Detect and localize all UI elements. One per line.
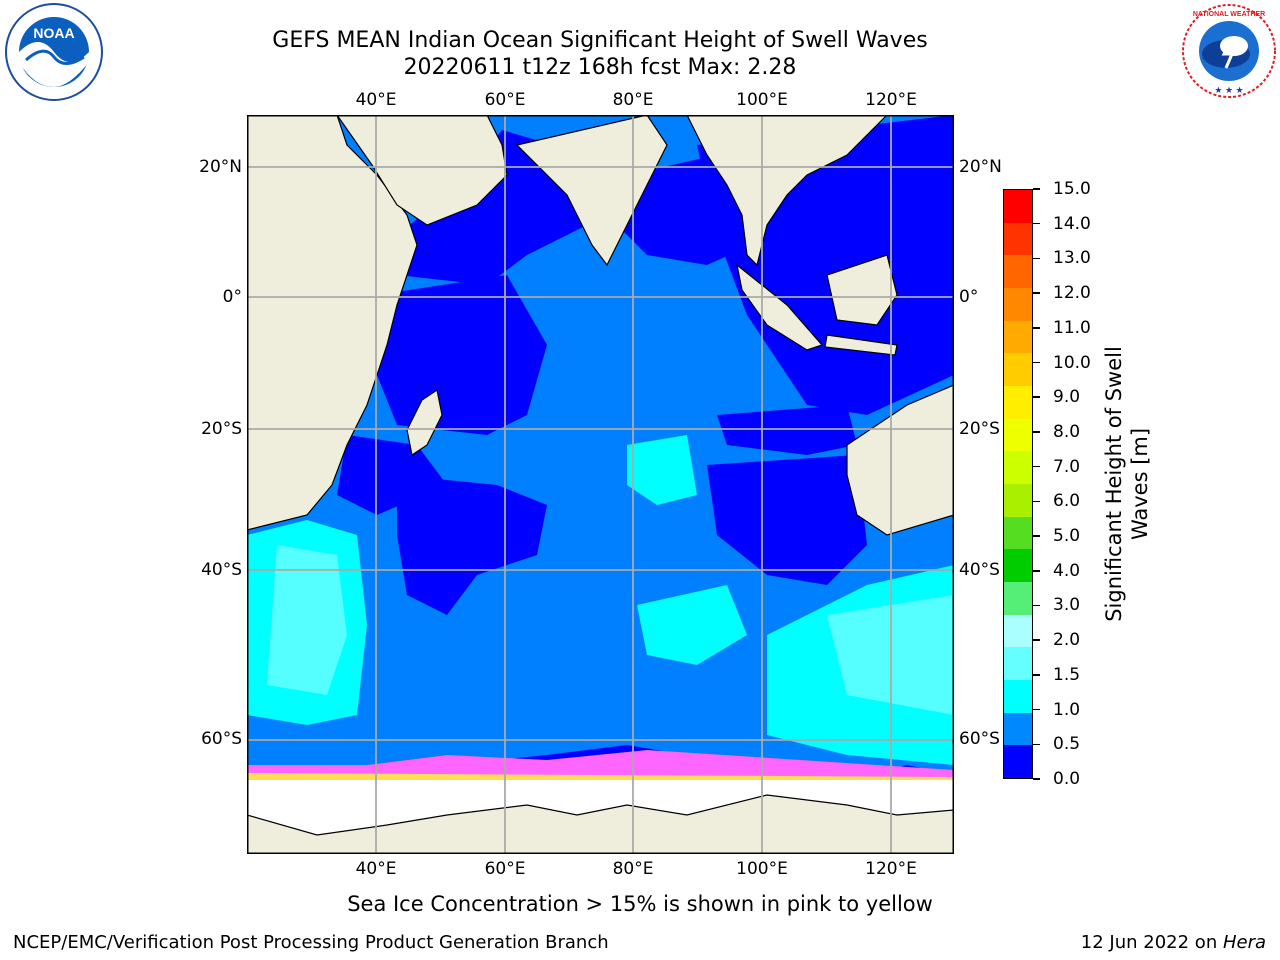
colorbar-segment — [1004, 745, 1032, 779]
colorbar-tick-label: 0.5 — [1053, 734, 1081, 755]
lat-tick-left-20n: 20°N — [199, 157, 242, 177]
colorbar-tick-mark — [1033, 327, 1040, 329]
colorbar-title-line2: Waves [m] — [1128, 427, 1152, 541]
colorbar-tick-mark — [1033, 535, 1040, 537]
colorbar-tick-mark — [1033, 431, 1040, 433]
lat-tick-left-0: 0° — [222, 287, 242, 307]
lat-tick-left-40s: 40°S — [201, 560, 242, 580]
nws-logo-icon: NATIONAL WEATHER ★ ★ ★ — [1182, 4, 1276, 98]
colorbar-tick-mark — [1033, 708, 1040, 711]
colorbar-segment — [1004, 516, 1032, 550]
colorbar-tick-label: 0.0 — [1053, 769, 1081, 789]
footer-date: 12 Jun 2022 on — [1080, 932, 1223, 953]
colorbar-segment — [1004, 451, 1032, 485]
colorbar-tick-label: 12.0 — [1053, 283, 1091, 304]
colorbar-tick-label: 1.5 — [1053, 664, 1081, 685]
colorbar-tick-mark — [1033, 292, 1040, 294]
colorbar-tick-mark — [1033, 604, 1040, 607]
colorbar-segment — [1004, 680, 1032, 713]
lon-tick-top-120e: 120°E — [865, 90, 917, 110]
colorbar-tick-label: 2.0 — [1053, 630, 1081, 651]
colorbar-tick-label: 4.0 — [1053, 560, 1081, 581]
colorbar-tick-label: 7.0 — [1053, 456, 1081, 477]
colorbar-segment — [1004, 190, 1032, 223]
map-panel — [247, 115, 954, 854]
colorbar-segment — [1004, 549, 1032, 583]
colorbar-tick-label: 10.0 — [1053, 352, 1091, 373]
map-subtitle: 20220611 t12z 168h fcst Max: 2.28 — [403, 55, 797, 80]
lat-tick-right-20s: 20°S — [959, 419, 1000, 439]
lat-tick-right-40s: 40°S — [959, 560, 1000, 580]
lon-tick-top-60e: 60°E — [484, 90, 526, 110]
colorbar-tick-label: 8.0 — [1053, 421, 1081, 442]
map-title: GEFS MEAN Indian Ocean Significant Heigh… — [272, 28, 928, 53]
lon-tick-top-40e: 40°E — [355, 90, 397, 110]
moderate-swell-regions — [247, 435, 954, 765]
lon-tick-bottom-80e: 80°E — [612, 859, 654, 879]
colorbar-tick-mark — [1033, 465, 1040, 468]
lat-tick-right-0: 0° — [959, 287, 979, 307]
colorbar-title: Significant Height of Swell Waves [m] — [1101, 346, 1153, 622]
colorbar-tick-label: 3.0 — [1053, 595, 1081, 616]
colorbar-tick-mark — [1033, 674, 1040, 676]
colorbar-segment — [1004, 255, 1032, 289]
colorbar-segment — [1004, 647, 1032, 681]
colorbar-segment — [1004, 614, 1032, 648]
colorbar-tick-label: 11.0 — [1053, 317, 1091, 338]
colorbar-tick-label: 14.0 — [1053, 213, 1091, 234]
colorbar-tick-mark — [1033, 257, 1040, 260]
footer-right: 12 Jun 2022 on Hera — [1081, 932, 1266, 954]
colorbar-tick-mark — [1033, 743, 1040, 746]
lat-tick-right-60s: 60°S — [959, 729, 1000, 749]
lon-tick-bottom-60e: 60°E — [484, 859, 526, 879]
lon-tick-bottom-120e: 120°E — [865, 859, 917, 879]
lon-tick-bottom-100e: 100°E — [736, 859, 788, 879]
svg-text:★ ★ ★: ★ ★ ★ — [1214, 85, 1243, 95]
colorbar — [1003, 189, 1033, 779]
colorbar-tick-label: 1.0 — [1053, 699, 1081, 720]
colorbar-tick-label: 9.0 — [1053, 387, 1081, 408]
graticule — [247, 115, 954, 854]
colorbar-tick-mark — [1033, 639, 1040, 641]
colorbar-segment — [1004, 484, 1032, 517]
noaa-logo-icon: NOAA — [5, 3, 103, 101]
lon-tick-top-100e: 100°E — [736, 90, 788, 110]
colorbar-tick-mark — [1033, 222, 1040, 225]
colorbar-segment — [1004, 320, 1032, 354]
colorbar-tick-label: 5.0 — [1053, 526, 1081, 547]
lat-tick-right-20n: 20°N — [959, 157, 1002, 177]
colorbar-tick-label: 13.0 — [1053, 248, 1091, 269]
lon-tick-bottom-40e: 40°E — [355, 859, 397, 879]
colorbar-segment — [1004, 386, 1032, 419]
land-masses — [247, 115, 954, 854]
colorbar-tick-mark — [1033, 361, 1040, 364]
footer-left: NCEP/EMC/Verification Post Processing Pr… — [13, 932, 609, 953]
lat-tick-left-60s: 60°S — [201, 729, 242, 749]
lat-tick-left-20s: 20°S — [201, 419, 242, 439]
noaa-text: NOAA — [33, 25, 74, 41]
sea-ice-caption: Sea Ice Concentration > 15% is shown in … — [347, 892, 933, 916]
colorbar-tick-mark — [1033, 396, 1040, 398]
colorbar-tick-mark — [1033, 570, 1040, 572]
colorbar-segment — [1004, 353, 1032, 387]
colorbar-segment — [1004, 288, 1032, 321]
colorbar-tick-mark — [1033, 500, 1040, 503]
colorbar-tick-label: 6.0 — [1053, 491, 1081, 512]
colorbar-segment — [1004, 222, 1032, 256]
colorbar-tick-label: 15.0 — [1053, 179, 1091, 199]
footer-host: Hera — [1222, 932, 1266, 953]
lon-tick-top-80e: 80°E — [612, 90, 654, 110]
colorbar-segment — [1004, 582, 1032, 615]
colorbar-tick-mark — [1033, 778, 1040, 780]
colorbar-tick-mark — [1033, 188, 1040, 190]
colorbar-title-line1: Significant Height of Swell — [1102, 346, 1126, 622]
colorbar-segment — [1004, 418, 1032, 452]
svg-text:NATIONAL WEATHER: NATIONAL WEATHER — [1193, 11, 1265, 18]
colorbar-segment — [1004, 712, 1032, 746]
